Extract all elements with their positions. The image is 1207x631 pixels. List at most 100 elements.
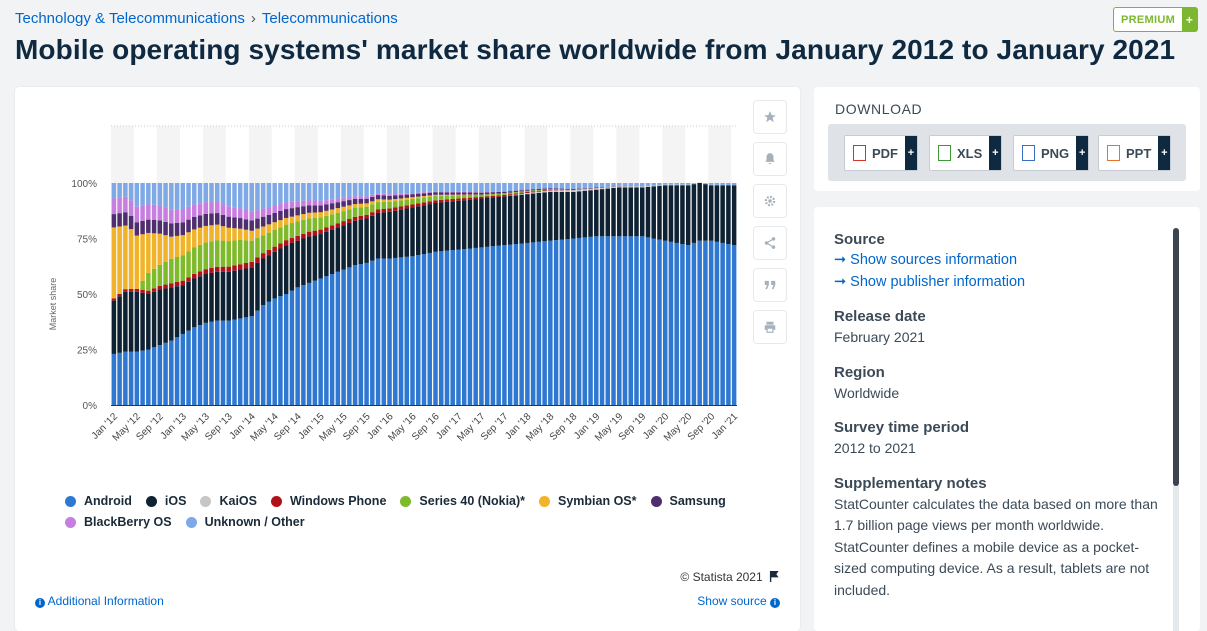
bar-segment-symbian-os- <box>232 228 237 241</box>
bar-segment-blackberry-os <box>157 205 163 221</box>
bar-segment-samsung <box>398 195 404 199</box>
bar-segment-symbian-os- <box>111 227 117 299</box>
bar-segment-windows-phone <box>335 223 341 228</box>
download-xls-button[interactable]: XLS + <box>929 135 1003 171</box>
bar-segment-symbian-os- <box>375 199 381 203</box>
bar-segment-windows-phone <box>387 208 392 212</box>
bar-segment-windows-phone <box>123 289 128 292</box>
scrollbar[interactable] <box>1173 228 1179 631</box>
download-pdf-button[interactable]: PDF + <box>844 135 918 171</box>
bar-segment-unknown-other <box>542 183 547 189</box>
bar-segment-samsung <box>404 194 410 198</box>
bar-segment-android <box>151 347 157 405</box>
legend-item[interactable]: Samsung <box>650 492 726 511</box>
bar-segment-android <box>329 274 335 405</box>
bar-segment-ios <box>306 236 312 283</box>
bar-segment-unknown-other <box>404 183 410 194</box>
bar-segment-android <box>203 322 208 405</box>
show-source-link[interactable]: Show source i <box>697 594 780 608</box>
bar-segment-symbian-os- <box>134 235 140 289</box>
flag-icon[interactable] <box>769 571 780 582</box>
additional-information-link[interactable]: i Additional Information <box>35 594 164 608</box>
bar-segment-samsung <box>117 213 122 227</box>
bar-segment-blackberry-os <box>416 192 421 194</box>
bar-segment-android <box>192 327 197 405</box>
bar-segment-symbian-os- <box>404 197 410 200</box>
download-ppt-button[interactable]: PPT + <box>1098 135 1172 171</box>
bar-segment-ios <box>146 294 151 350</box>
bar-segment-android <box>117 352 122 405</box>
bar-segment-unknown-other <box>622 183 628 187</box>
bar-segment-ios <box>375 212 381 259</box>
bar-segment-android <box>438 251 444 405</box>
legend-item[interactable]: Unknown / Other <box>185 513 305 532</box>
bar-segment-unknown-other <box>651 183 656 186</box>
bar-segment-unknown-other <box>634 183 639 187</box>
copyright-text: © Statista 2021 <box>680 570 763 584</box>
bar-segment-windows-phone <box>146 290 151 294</box>
legend-item[interactable]: KaiOS <box>200 492 257 511</box>
plot-band <box>294 126 318 405</box>
bar-segment-android <box>416 255 421 405</box>
bar-segment-unknown-other <box>582 183 588 189</box>
bar-segment-android <box>674 242 679 405</box>
bar-segment-blackberry-os <box>111 198 117 215</box>
bar-segment-windows-phone <box>433 200 438 203</box>
bar-segment-symbian-os- <box>456 194 461 196</box>
bar-segment-samsung <box>312 205 318 213</box>
download-ppt-label: PPT <box>1126 145 1152 161</box>
bar-segment-blackberry-os <box>151 204 157 220</box>
bar-segment-android <box>576 237 582 405</box>
y-tick-label: 75% <box>77 235 97 246</box>
bell-icon[interactable] <box>753 142 787 176</box>
bar-segment-ios <box>347 222 352 268</box>
bar-segment-unknown-other <box>370 183 375 195</box>
bar-segment-ios <box>622 187 628 237</box>
bar-segment-series-40-nokia- <box>180 255 186 281</box>
bar-segment-unknown-other <box>163 183 168 208</box>
legend-item[interactable]: BlackBerry OS <box>65 513 172 532</box>
bar-segment-samsung <box>387 195 392 200</box>
bar-segment-series-40-nokia- <box>197 244 203 272</box>
bar-segment-windows-phone <box>151 288 157 292</box>
premium-badge[interactable]: PREMIUM + <box>1113 7 1199 32</box>
legend-item[interactable]: Android <box>65 492 132 511</box>
quote-icon[interactable] <box>753 268 787 302</box>
download-card: DOWNLOAD PDF + XLS + PNG + PPT + <box>814 87 1200 191</box>
download-png-button[interactable]: PNG + <box>1013 135 1090 171</box>
bar-segment-series-40-nokia- <box>151 268 157 289</box>
share-icon[interactable] <box>753 226 787 260</box>
bar-segment-ios <box>720 185 725 243</box>
bar-segment-samsung <box>358 198 364 204</box>
bar-segment-blackberry-os <box>370 194 375 197</box>
bar-segment-kaios <box>662 184 668 186</box>
bar-segment-ios <box>312 235 318 281</box>
show-sources-link[interactable]: ➞ Show sources information <box>834 252 1018 268</box>
gear-icon[interactable] <box>753 184 787 218</box>
bar-segment-android <box>496 245 501 405</box>
star-icon[interactable] <box>753 100 787 134</box>
breadcrumb-item-technology[interactable]: Technology & Telecommunications <box>15 10 245 27</box>
bar-segment-unknown-other <box>393 183 398 194</box>
bar-segment-unknown-other <box>565 183 570 189</box>
breadcrumb-item-telecommunications[interactable]: Telecommunications <box>261 10 398 27</box>
legend-item[interactable]: Symbian OS* <box>539 492 637 511</box>
bar-segment-kaios <box>657 185 662 186</box>
bar-segment-unknown-other <box>525 183 530 190</box>
bar-segment-series-40-nokia- <box>186 251 191 278</box>
scrollbar-thumb[interactable] <box>1173 228 1179 486</box>
legend-item[interactable]: Series 40 (Nokia)* <box>400 492 525 511</box>
bar-segment-ios <box>111 300 117 354</box>
chart-legend: Android iOS KaiOS Windows Phone Series 40 (N… <box>65 492 765 534</box>
source-heading: Source <box>834 231 885 248</box>
legend-item[interactable]: iOS <box>145 492 186 511</box>
legend-item[interactable]: Windows Phone <box>270 492 386 511</box>
bar-segment-symbian-os- <box>352 204 358 208</box>
show-publisher-link[interactable]: ➞ Show publisher information <box>834 273 1026 290</box>
bar-segment-series-40-nokia- <box>456 195 461 199</box>
bar-segment-windows-phone <box>306 231 312 237</box>
bar-segment-ios <box>433 202 438 252</box>
bar-segment-symbian-os- <box>180 235 186 256</box>
print-icon[interactable] <box>753 310 787 344</box>
bar-segment-unknown-other <box>594 183 599 188</box>
